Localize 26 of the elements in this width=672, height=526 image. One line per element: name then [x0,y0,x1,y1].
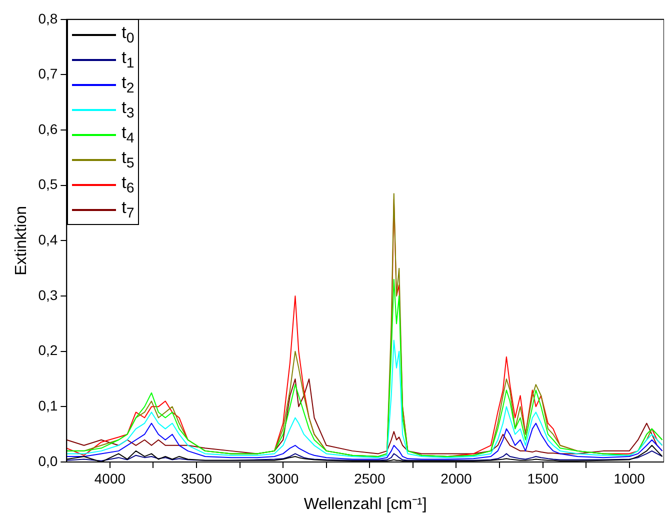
y-tick-label: 0,7 [38,66,58,82]
x-tick-label: 2000 [440,470,472,486]
legend-label: t$_{1}$ [122,48,134,72]
y-tick-label: 0,8 [38,10,58,26]
y-tick-label: 0,4 [38,232,58,248]
legend-label: t$_{4}$ [122,123,134,147]
y-axis-title: Extinktion [13,206,30,276]
legend-label: t$_{0}$ [122,23,134,47]
y-tick-label: 0,6 [38,120,58,137]
y-tick-label: 0,2 [38,342,58,358]
x-tick-label: 3500 [180,470,212,486]
legend-label: t$_{2}$ [122,73,134,97]
legend-label: t$_{6}$ [122,173,134,197]
x-tick-label: 4000 [94,470,126,486]
x-tick-label: 3000 [268,470,299,486]
x-tick-label: 1500 [527,470,559,486]
x-axis-title: Wellenzahl [cm⁻¹] [304,496,427,513]
legend-label: t$_{3}$ [122,98,134,122]
x-tick-label: 2500 [354,470,386,486]
legend-label: t$_{7}$ [122,198,134,222]
legend-label: t$_{5}$ [122,148,134,172]
x-tick-label: 1000 [614,470,646,486]
y-tick-label: 0,1 [38,398,58,414]
y-tick-label: 0,0 [38,452,58,469]
y-tick-label: 0,5 [38,176,58,192]
y-tick-label: 0,3 [38,286,58,303]
